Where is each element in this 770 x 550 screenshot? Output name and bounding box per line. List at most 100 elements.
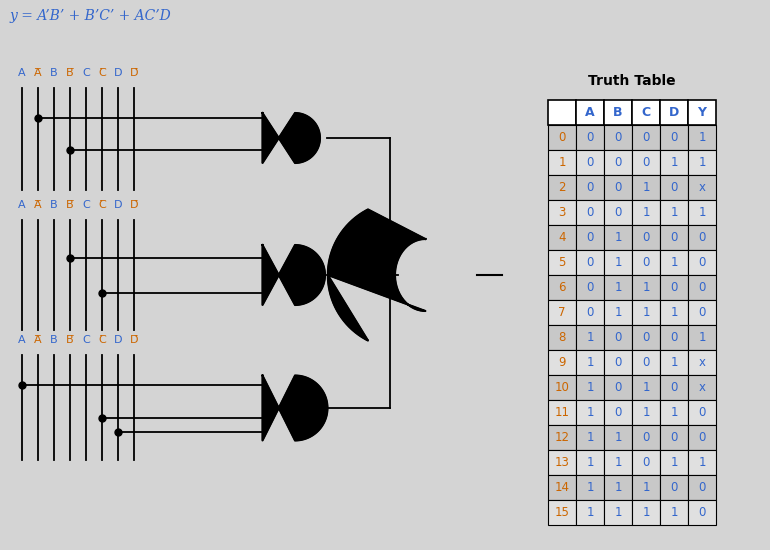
Text: 1: 1 (614, 256, 621, 269)
Text: 0: 0 (671, 181, 678, 194)
Bar (604, 450, 632, 475)
Bar (604, 125, 632, 150)
Bar (548, 100, 576, 125)
Bar (548, 250, 576, 275)
Text: 1: 1 (642, 206, 650, 219)
Bar (632, 125, 660, 150)
Bar (660, 150, 688, 175)
Bar (632, 500, 660, 525)
Text: B: B (50, 200, 58, 210)
Text: C: C (82, 335, 90, 345)
Bar (604, 425, 632, 450)
Text: 0: 0 (614, 406, 621, 419)
Text: 0: 0 (614, 381, 621, 394)
Bar (688, 350, 716, 375)
Text: 1: 1 (698, 456, 706, 469)
Text: 1: 1 (586, 356, 594, 369)
Text: 0: 0 (671, 381, 678, 394)
Bar (576, 450, 604, 475)
Text: 0: 0 (586, 206, 594, 219)
Bar (688, 125, 716, 150)
Text: C: C (82, 200, 90, 210)
Bar (548, 300, 576, 325)
Text: 0: 0 (614, 331, 621, 344)
Text: 1: 1 (586, 406, 594, 419)
Bar (688, 500, 716, 525)
Bar (660, 275, 688, 300)
Bar (576, 475, 604, 500)
Text: 1: 1 (586, 481, 594, 494)
Text: 8: 8 (558, 331, 566, 344)
Text: 3: 3 (558, 206, 566, 219)
Bar (604, 250, 632, 275)
Bar (576, 125, 604, 150)
Bar (548, 350, 576, 375)
Text: C̅: C̅ (98, 68, 106, 78)
Bar (632, 300, 660, 325)
Bar (660, 450, 688, 475)
Bar (548, 275, 576, 300)
Bar (576, 325, 604, 350)
Text: 0: 0 (614, 181, 621, 194)
Bar (688, 450, 716, 475)
Text: x: x (698, 381, 705, 394)
Polygon shape (263, 245, 325, 305)
Text: 1: 1 (614, 281, 621, 294)
Bar (576, 400, 604, 425)
Bar (688, 200, 716, 225)
Text: C: C (82, 68, 90, 78)
Text: A̅: A̅ (34, 335, 42, 345)
Text: 0: 0 (671, 481, 678, 494)
Bar (632, 150, 660, 175)
Text: 1: 1 (642, 306, 650, 319)
Text: 0: 0 (642, 456, 650, 469)
Text: 1: 1 (614, 231, 621, 244)
Text: 1: 1 (586, 331, 594, 344)
Text: 0: 0 (671, 331, 678, 344)
Bar (548, 225, 576, 250)
Bar (576, 175, 604, 200)
Text: A: A (18, 68, 26, 78)
Bar (688, 225, 716, 250)
Text: 1: 1 (670, 506, 678, 519)
Text: 1: 1 (670, 356, 678, 369)
Bar (548, 325, 576, 350)
Bar (548, 125, 576, 150)
Text: 10: 10 (554, 381, 570, 394)
Bar (660, 350, 688, 375)
Text: 1: 1 (558, 156, 566, 169)
Bar (604, 200, 632, 225)
Text: 0: 0 (698, 406, 705, 419)
Bar (660, 200, 688, 225)
Text: D̅: D̅ (130, 200, 139, 210)
Text: D̅: D̅ (130, 68, 139, 78)
Text: A: A (18, 335, 26, 345)
Text: 0: 0 (642, 431, 650, 444)
Text: x: x (698, 181, 705, 194)
Bar (576, 225, 604, 250)
Text: 15: 15 (554, 506, 570, 519)
Bar (576, 275, 604, 300)
Text: D: D (114, 68, 122, 78)
Bar (660, 300, 688, 325)
Text: 0: 0 (614, 206, 621, 219)
Text: 6: 6 (558, 281, 566, 294)
Bar (660, 400, 688, 425)
Bar (632, 225, 660, 250)
Bar (604, 350, 632, 375)
Text: y = A’B’ + B’C’ + AC’D: y = A’B’ + B’C’ + AC’D (10, 9, 172, 23)
Bar (660, 125, 688, 150)
Text: B: B (50, 335, 58, 345)
Text: 1: 1 (586, 506, 594, 519)
Polygon shape (263, 376, 327, 441)
Text: 0: 0 (698, 431, 705, 444)
Bar (660, 250, 688, 275)
Text: 1: 1 (614, 456, 621, 469)
Bar (688, 300, 716, 325)
Text: 0: 0 (698, 481, 705, 494)
Bar (632, 400, 660, 425)
Bar (548, 400, 576, 425)
Bar (688, 425, 716, 450)
Text: 1: 1 (670, 406, 678, 419)
Text: 0: 0 (642, 331, 650, 344)
